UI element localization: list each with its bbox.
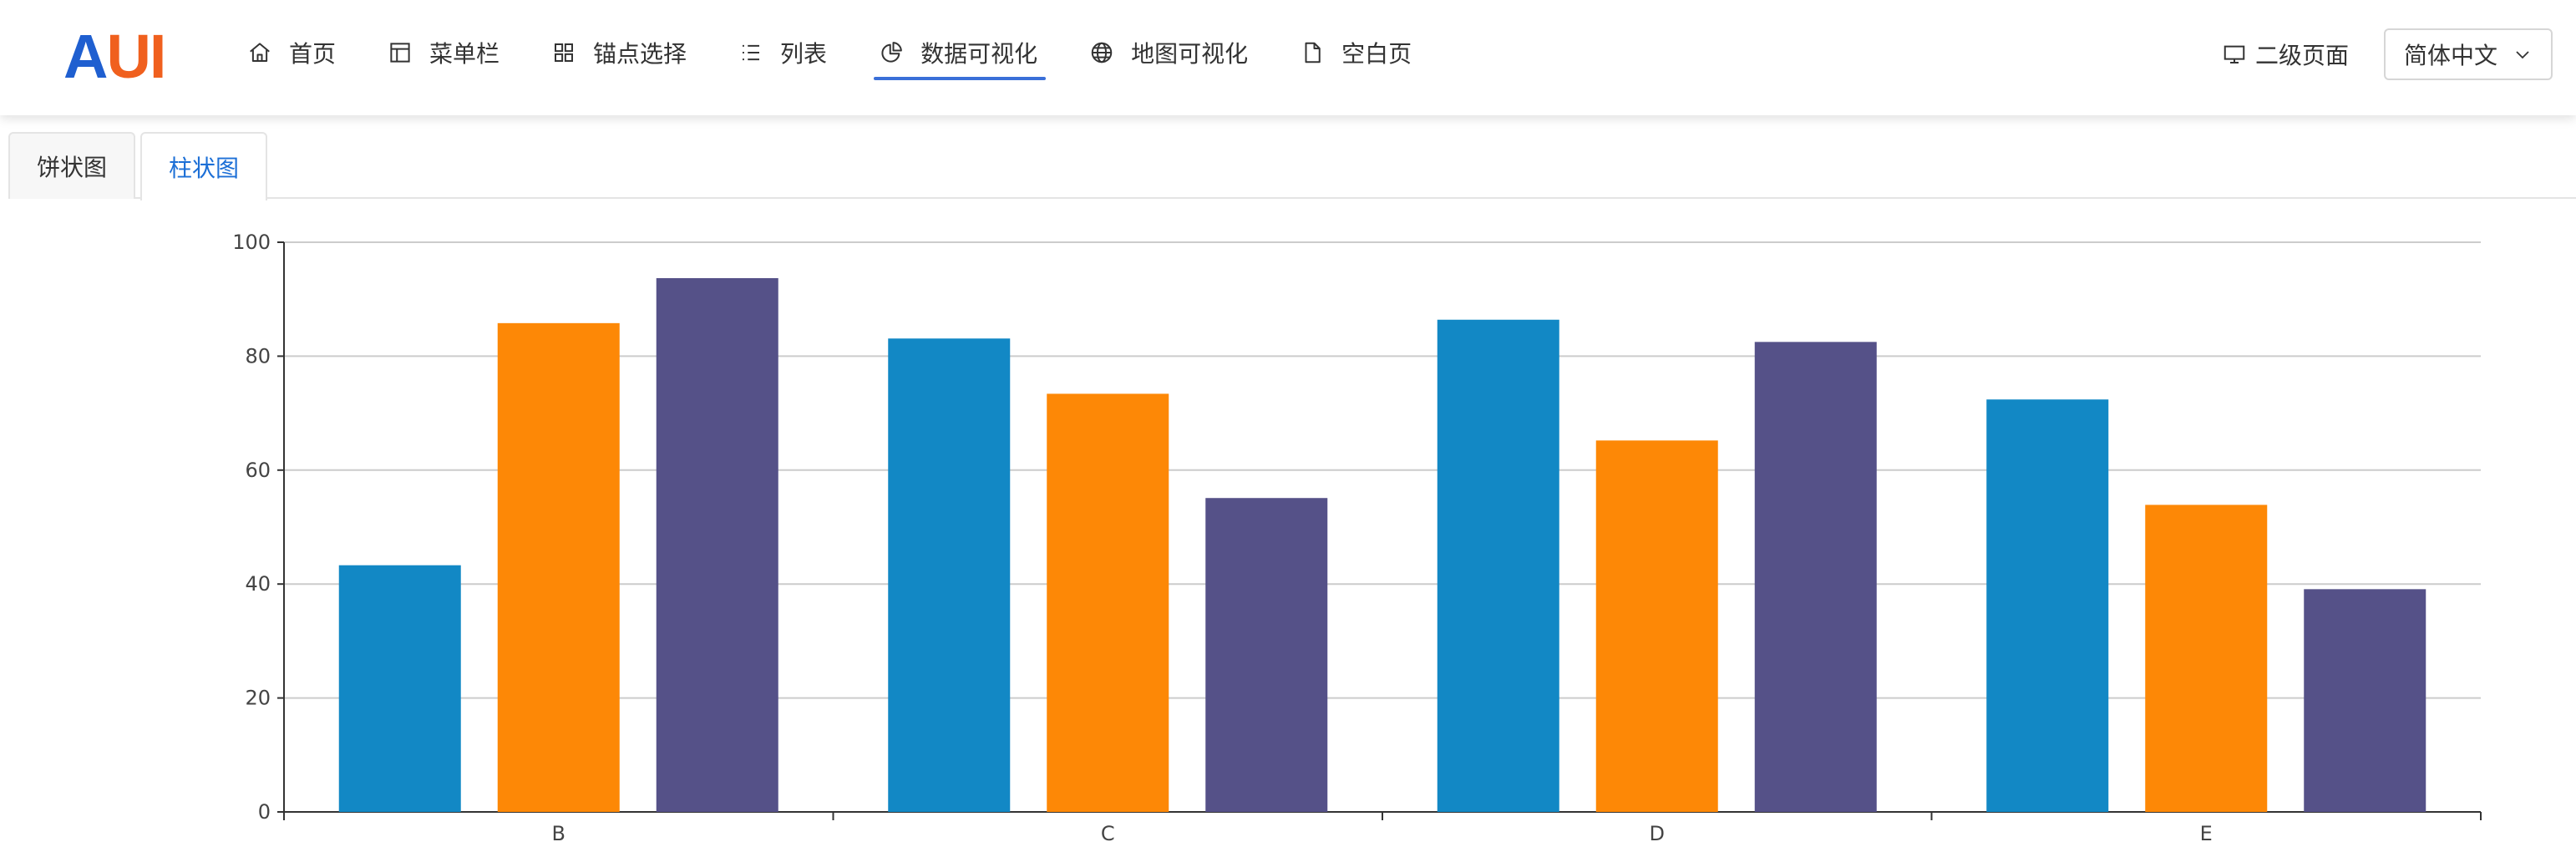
nav-item-home[interactable]: 首页: [247, 27, 336, 79]
nav-item-menu[interactable]: 菜单栏: [388, 27, 499, 79]
bar-D-series-3: [1754, 342, 1877, 813]
nav-item-label: 地图可视化: [1131, 40, 1249, 68]
monitor-icon: [2224, 45, 2245, 63]
x-tick-label: D: [1650, 822, 1665, 844]
y-tick-label: 0: [258, 800, 271, 824]
nav-item-label: 数据可视化: [920, 40, 1038, 68]
chart-tabs: 饼状图 柱状图: [8, 132, 272, 200]
nav-item-label: 锚点选择: [593, 40, 687, 68]
bar-C-series-3: [1205, 498, 1328, 812]
header-actions: 二级页面 简体中文: [2222, 28, 2553, 80]
x-tick-label: E: [2200, 822, 2213, 844]
bar-chart-svg: 0 20 40 60 80 100 B C D E: [232, 231, 2482, 845]
bar-chart: 0 20 40 60 80 100 B C D E: [0, 209, 2576, 845]
bar-C-series-1: [888, 338, 1011, 812]
bar-D-series-2: [1595, 440, 1718, 812]
top-header: AUI 首页 菜单栏 锚点选择 列表: [0, 0, 2576, 115]
secondary-page-link[interactable]: 二级页面: [2222, 38, 2349, 71]
nav-item-anchor[interactable]: 锚点选择: [551, 27, 687, 79]
nav-item-map-visualization[interactable]: 地图可视化: [1089, 27, 1248, 79]
grid-icon: [551, 40, 576, 65]
nav-item-list[interactable]: 列表: [738, 27, 827, 79]
chevron-down-icon: [2516, 51, 2529, 59]
bar-B-series-2: [497, 322, 620, 812]
bar-E-series-3: [2304, 589, 2426, 812]
home-icon: [247, 40, 272, 65]
nav-item-label: 空白页: [1341, 40, 1412, 68]
pie-chart-icon: [879, 40, 904, 65]
logo-letters-ui: UI: [106, 22, 166, 91]
y-tick-label: 60: [245, 459, 271, 482]
secondary-page-label: 二级页面: [2254, 42, 2349, 69]
x-tick-label: B: [552, 822, 565, 844]
nav-item-label: 首页: [289, 40, 337, 68]
logo-letter-a: A: [63, 22, 108, 91]
bar-B-series-3: [656, 277, 778, 812]
y-tick-label: 40: [245, 572, 271, 596]
bar-D-series-1: [1437, 319, 1559, 812]
main-nav: 首页 菜单栏 锚点选择 列表 数据可视化: [247, 0, 1463, 115]
y-tick-label: 20: [245, 687, 271, 710]
tabs-divider: [8, 197, 2576, 199]
language-select[interactable]: 简体中文: [2383, 28, 2553, 80]
bar-C-series-2: [1047, 393, 1169, 812]
layout-icon: [388, 40, 413, 65]
y-tick-label: 80: [245, 344, 271, 368]
bar-E-series-1: [1986, 399, 2109, 812]
nav-item-label: 菜单栏: [429, 40, 500, 68]
nav-item-label: 列表: [780, 40, 828, 68]
language-selected-value: 简体中文: [2403, 42, 2497, 69]
nav-item-blank-page[interactable]: 空白页: [1300, 27, 1412, 79]
file-icon: [1300, 40, 1325, 65]
bar-B-series-1: [338, 565, 461, 812]
tab-pie-chart[interactable]: 饼状图: [8, 132, 136, 199]
nav-item-data-visualization[interactable]: 数据可视化: [874, 27, 1047, 80]
globe-icon: [1089, 40, 1114, 65]
bar-E-series-2: [2145, 505, 2268, 812]
tab-bar-chart[interactable]: 柱状图: [140, 132, 268, 200]
x-tick-label: C: [1101, 822, 1115, 844]
app-logo[interactable]: AUI: [63, 22, 166, 92]
y-tick-label: 100: [232, 231, 271, 254]
list-icon: [738, 40, 763, 65]
